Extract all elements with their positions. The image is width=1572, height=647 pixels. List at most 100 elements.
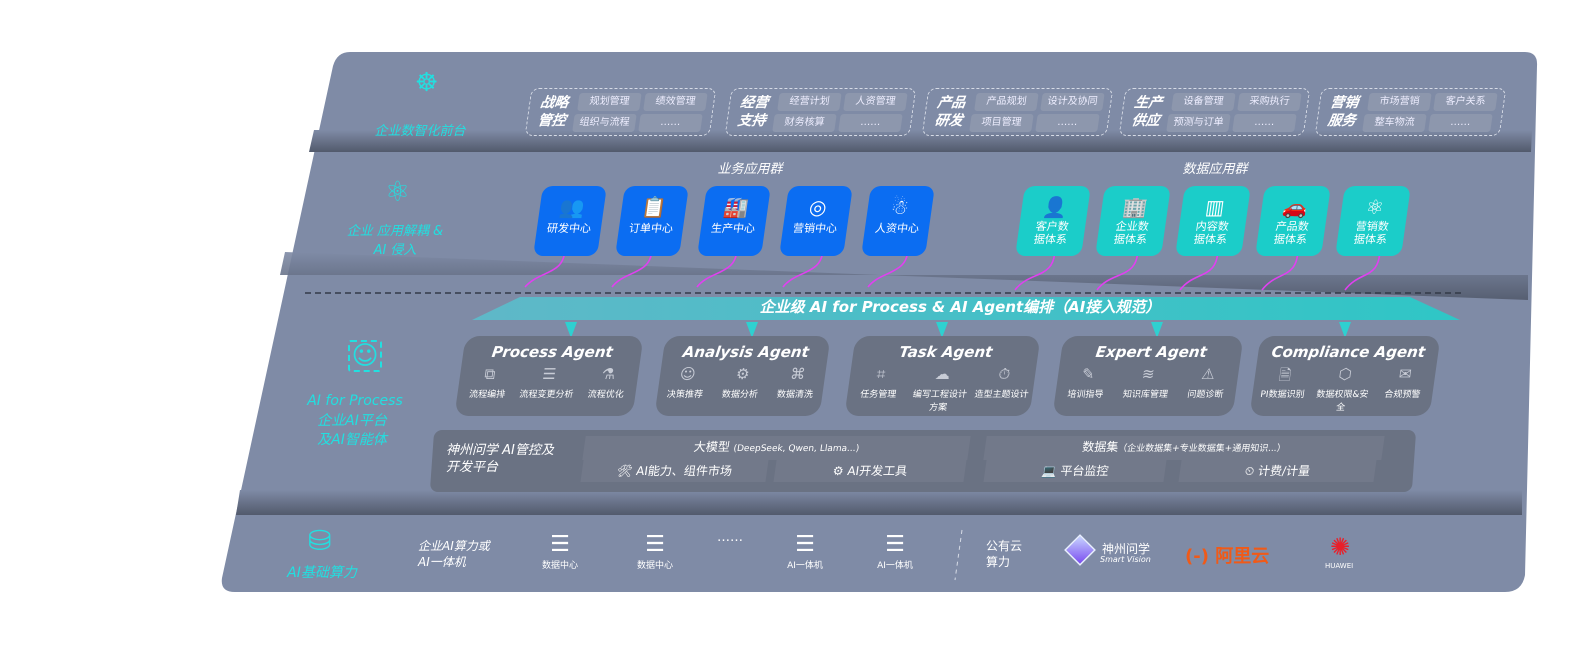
agent-capability: ≋ 知识库管理 [1115, 365, 1179, 400]
capability-label: 流程编排 [468, 390, 506, 400]
capability-icon: ⌗ [875, 365, 887, 383]
molecule-icon: ⚛ [385, 175, 411, 208]
capability-chip[interactable]: 采购执行 [1237, 93, 1302, 111]
tool-monitor[interactable]: 💻 平台监控 [983, 460, 1167, 482]
capability-chip[interactable]: 经营计划 [777, 93, 842, 111]
server-icon: ☰ [885, 532, 905, 557]
capability-chip[interactable]: 市场营销 [1367, 93, 1432, 111]
capability-label: 知识库管理 [1122, 390, 1169, 400]
ellipsis: …… [700, 530, 760, 545]
capability-icon: ⌘ [789, 365, 807, 383]
group-title: 营销服务 [1326, 95, 1360, 129]
capability-label: 合规预警 [1383, 390, 1422, 400]
tool-market[interactable]: 🛠 AI能力、组件市场 [580, 460, 769, 482]
front-label: 企业数智化前台 [374, 124, 466, 139]
server-icon: ☰ [795, 532, 815, 557]
group-title: 生产供应 [1130, 95, 1164, 129]
dataset-note: （企业数据集+专业数据集+通用知识...） [1117, 444, 1287, 454]
capability-icon: ⬡ [1337, 365, 1354, 383]
data-app[interactable]: ▥ 内容数据体系 [1175, 186, 1251, 256]
app-label: 研发中心 [546, 222, 592, 235]
business-app[interactable]: 📋 订单中心 [615, 186, 689, 256]
tool-billing[interactable]: ⏲ 计费/计量 [1178, 460, 1377, 482]
capability-chip[interactable]: 绩效管理 [643, 93, 708, 111]
capability-chip[interactable]: 设备管理 [1171, 93, 1236, 111]
business-app[interactable]: 👥 研发中心 [533, 186, 607, 256]
capability-chip[interactable]: …… [1428, 114, 1493, 132]
agent-card[interactable]: Task Agent ⌗ 任务管理 ☁ 编写工程设计方案 ⏱ 造型主题设计 [844, 336, 1041, 416]
capability-icon: ⧉ [483, 365, 497, 383]
capability-label: 数据权限&安全 [1315, 390, 1370, 413]
huawei-name: HUAWEI [1325, 562, 1354, 570]
agent-card[interactable]: Compliance Agent 🗎 PI数据识别 ⬡ 数据权限&安全 ✉ 合规预警 [1249, 336, 1441, 416]
business-app[interactable]: ☃ 人资中心 [861, 186, 935, 256]
agent-title: Analysis Agent [681, 343, 811, 361]
front-group: 生产供应 设备管理 采购执行 预测与订单…… [1118, 88, 1311, 136]
capability-chip[interactable]: …… [638, 114, 703, 132]
data-app[interactable]: 🏢 企业数据体系 [1095, 186, 1171, 256]
front-group: 战略管控 规划管理 绩效管理 组织与流程…… [524, 88, 717, 136]
app-label: 营销数据体系 [1352, 220, 1390, 246]
group-title: 战略管控 [536, 95, 570, 129]
capability-icon: ⚗ [600, 365, 617, 383]
capability-label: 编写工程设计方案 [912, 390, 968, 413]
llm-bar: 大模型 (DeepSeek, Qwen, Llama...) [582, 436, 971, 460]
app-label: 企业数据体系 [1112, 220, 1150, 246]
llm-note: (DeepSeek, Qwen, Llama...) [732, 444, 860, 454]
tool-label: AI开发工具 [846, 464, 909, 478]
capability-chip[interactable]: …… [838, 114, 903, 132]
capability-chip[interactable]: 项目管理 [969, 114, 1034, 132]
server: ☰ 数据中心 [530, 532, 590, 571]
capability-chip[interactable]: 组织与流程 [572, 114, 637, 132]
server: ☰ AI一体机 [775, 532, 835, 571]
app-icon: 👤 [1040, 195, 1070, 219]
public-cloud-label: 公有云算力 [986, 539, 1023, 569]
aliyun-logo: (-) 阿里云 [1185, 546, 1270, 567]
app-icon: 🏢 [1120, 195, 1150, 219]
capability-label: 流程变更分析 [518, 390, 575, 400]
capability-chip[interactable]: …… [1232, 114, 1297, 132]
brain-icon: ☸ [415, 68, 439, 98]
capability-icon: ⚙ [734, 365, 751, 383]
capability-icon: ≋ [1140, 365, 1156, 383]
app-label: 客户数据体系 [1032, 220, 1070, 246]
agent-card[interactable]: Expert Agent ✎ 培训指导 ≋ 知识库管理 ⚠ 问题诊断 [1052, 336, 1244, 416]
business-app[interactable]: ◎ 营销中心 [779, 186, 853, 256]
capability-chip[interactable]: 客户关系 [1433, 93, 1498, 111]
front-group: 产品研发 产品规划 设计及协同 项目管理…… [921, 88, 1114, 136]
app-label: 生产中心 [710, 222, 756, 235]
orchestration-title: 企业级 AI for Process & AI Agent编排（AI接入规范） [759, 298, 1161, 316]
capability-chip[interactable]: 设计及协同 [1040, 93, 1105, 111]
capability-chip[interactable]: 规划管理 [577, 93, 642, 111]
server: ☰ 数据中心 [625, 532, 685, 571]
agent-card[interactable]: Analysis Agent ☺ 决策推荐 ⚙ 数据分析 ⌘ 数据清洗 [654, 336, 831, 416]
app-icon: ☃ [889, 195, 911, 219]
agent-title: Compliance Agent [1270, 343, 1427, 361]
agent-card[interactable]: Process Agent ⧉ 流程编排 ☰ 流程变更分析 ⚗ 流程优化 [454, 336, 644, 416]
data-app[interactable]: ⚛ 营销数据体系 [1335, 186, 1411, 256]
data-app[interactable]: 🚗 产品数据体系 [1255, 186, 1331, 256]
app-icon: ⚛ [1364, 195, 1386, 219]
capability-chip[interactable]: 整车物流 [1362, 114, 1427, 132]
tool-devtools[interactable]: ⚙ AI开发工具 [773, 460, 967, 482]
server-label: AI一体机 [877, 561, 913, 571]
app-icon: ▥ [1203, 195, 1227, 219]
capability-icon: ✉ [1397, 365, 1413, 383]
data-app[interactable]: 👤 客户数据体系 [1015, 186, 1091, 256]
agent-title: Expert Agent [1094, 343, 1209, 361]
business-app[interactable]: 🏭 生产中心 [697, 186, 771, 256]
server-icon: ☰ [645, 532, 665, 557]
capability-label: 培训指导 [1066, 390, 1105, 400]
app-icon: 📋 [639, 195, 669, 219]
capability-chip[interactable]: …… [1035, 114, 1100, 132]
agent-capability: ⧉ 流程编排 [457, 365, 521, 400]
capability-chip[interactable]: 预测与订单 [1166, 114, 1231, 132]
llm-label: 大模型 [692, 440, 731, 454]
capability-chip[interactable]: 财务核算 [772, 114, 837, 132]
capability-chip[interactable]: 人资管理 [843, 93, 908, 111]
capability-chip[interactable]: 产品规划 [974, 93, 1039, 111]
huawei-logo: ✺ [1330, 533, 1351, 561]
agent-capability: ☰ 流程变更分析 [516, 365, 580, 400]
server-label: 数据中心 [636, 561, 673, 571]
user-scan-icon: ☺ [348, 340, 382, 372]
